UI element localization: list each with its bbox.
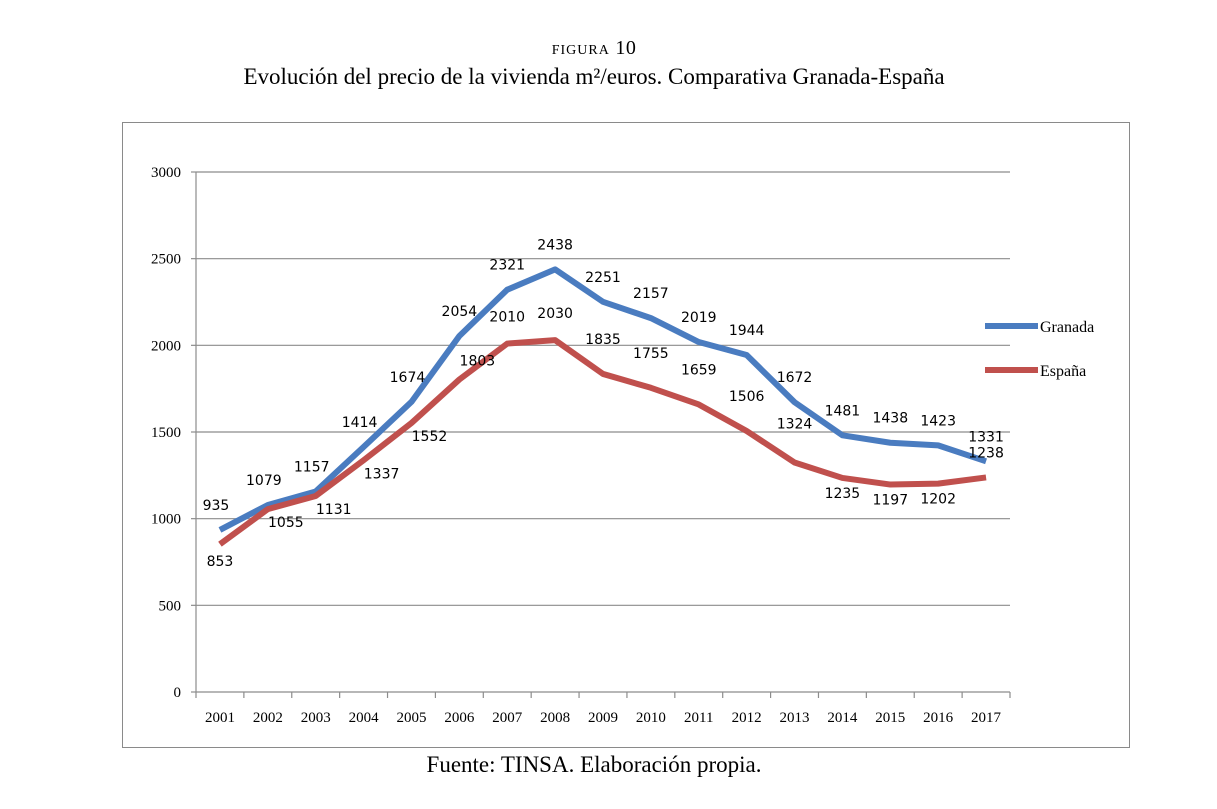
data-label-granada: 1079 [246,473,282,489]
y-tick-label: 1000 [151,512,181,528]
data-label-granada: 2019 [681,310,717,326]
data-label-granada: 1481 [825,403,861,419]
data-label-espana: 1324 [777,417,813,433]
x-tick-label: 2011 [684,710,713,726]
y-tick-label: 500 [159,598,182,614]
data-label-granada: 935 [203,498,230,514]
y-tick-label: 0 [174,685,182,701]
data-label-espana: 1835 [585,332,621,348]
data-label-granada: 2054 [442,304,478,320]
figure-label-prefix: FIGURA [551,43,610,58]
data-label-espana: 1238 [968,445,1004,461]
data-label-granada: 1944 [729,323,765,339]
x-tick-label: 2005 [396,710,426,726]
data-label-granada: 2438 [537,237,573,253]
x-tick-label: 2010 [636,710,666,726]
data-label-granada: 1438 [872,411,908,427]
data-label-granada: 1672 [777,370,813,386]
data-label-espana: 1197 [872,493,908,509]
legend-label: Granada [1040,319,1094,336]
data-label-granada: 1414 [342,415,378,431]
figure-label: FIGURA 10 [0,37,1188,60]
x-tick-label: 2016 [923,710,954,726]
data-label-granada: 1423 [920,413,956,429]
x-tick-label: 2002 [253,710,283,726]
data-label-espana: 2010 [489,310,525,326]
data-label-granada: 1674 [390,370,426,386]
figure-source: Fuente: TINSA. Elaboración propia. [426,752,762,777]
data-label-granada: 2157 [633,286,669,302]
data-label-espana: 853 [207,554,234,570]
y-tick-label: 3000 [151,165,181,181]
x-tick-label: 2014 [827,710,858,726]
y-tick-label: 2500 [151,252,181,268]
data-label-espana: 2030 [537,306,573,322]
figure-label-number: 10 [615,37,637,59]
chart-frame [122,122,1130,748]
data-label-espana: 1337 [364,466,400,482]
data-label-granada: 2251 [585,270,621,286]
data-label-espana: 1755 [633,346,669,362]
data-label-espana: 1055 [268,515,304,531]
data-label-espana: 1803 [460,353,496,369]
data-label-espana: 1131 [316,502,352,518]
data-label-espana: 1552 [412,429,448,445]
x-tick-label: 2017 [971,710,1002,726]
data-label-espana: 1235 [825,486,861,502]
x-tick-label: 2007 [492,710,523,726]
x-tick-label: 2008 [540,710,570,726]
series-line-granada [218,266,988,533]
figure-title: Evolución del precio de la vivienda m²/e… [243,64,945,89]
x-tick-label: 2001 [205,710,235,726]
y-tick-label: 1500 [151,425,181,441]
legend-label: España [1040,363,1086,380]
data-label-granada: 1331 [968,429,1004,445]
series-line-espana [218,337,987,547]
x-tick-label: 2012 [732,710,762,726]
data-label-espana: 1659 [681,362,717,378]
x-tick-label: 2003 [301,710,331,726]
x-tick-label: 2013 [780,710,810,726]
data-label-espana: 1202 [920,492,956,508]
x-tick-label: 2009 [588,710,618,726]
data-label-granada: 2321 [489,258,525,274]
y-tick-label: 2000 [151,338,181,354]
data-label-espana: 1506 [729,389,765,405]
x-tick-label: 2015 [875,710,905,726]
x-tick-label: 2006 [444,710,475,726]
data-label-granada: 1157 [294,459,330,475]
x-tick-label: 2004 [349,710,380,726]
